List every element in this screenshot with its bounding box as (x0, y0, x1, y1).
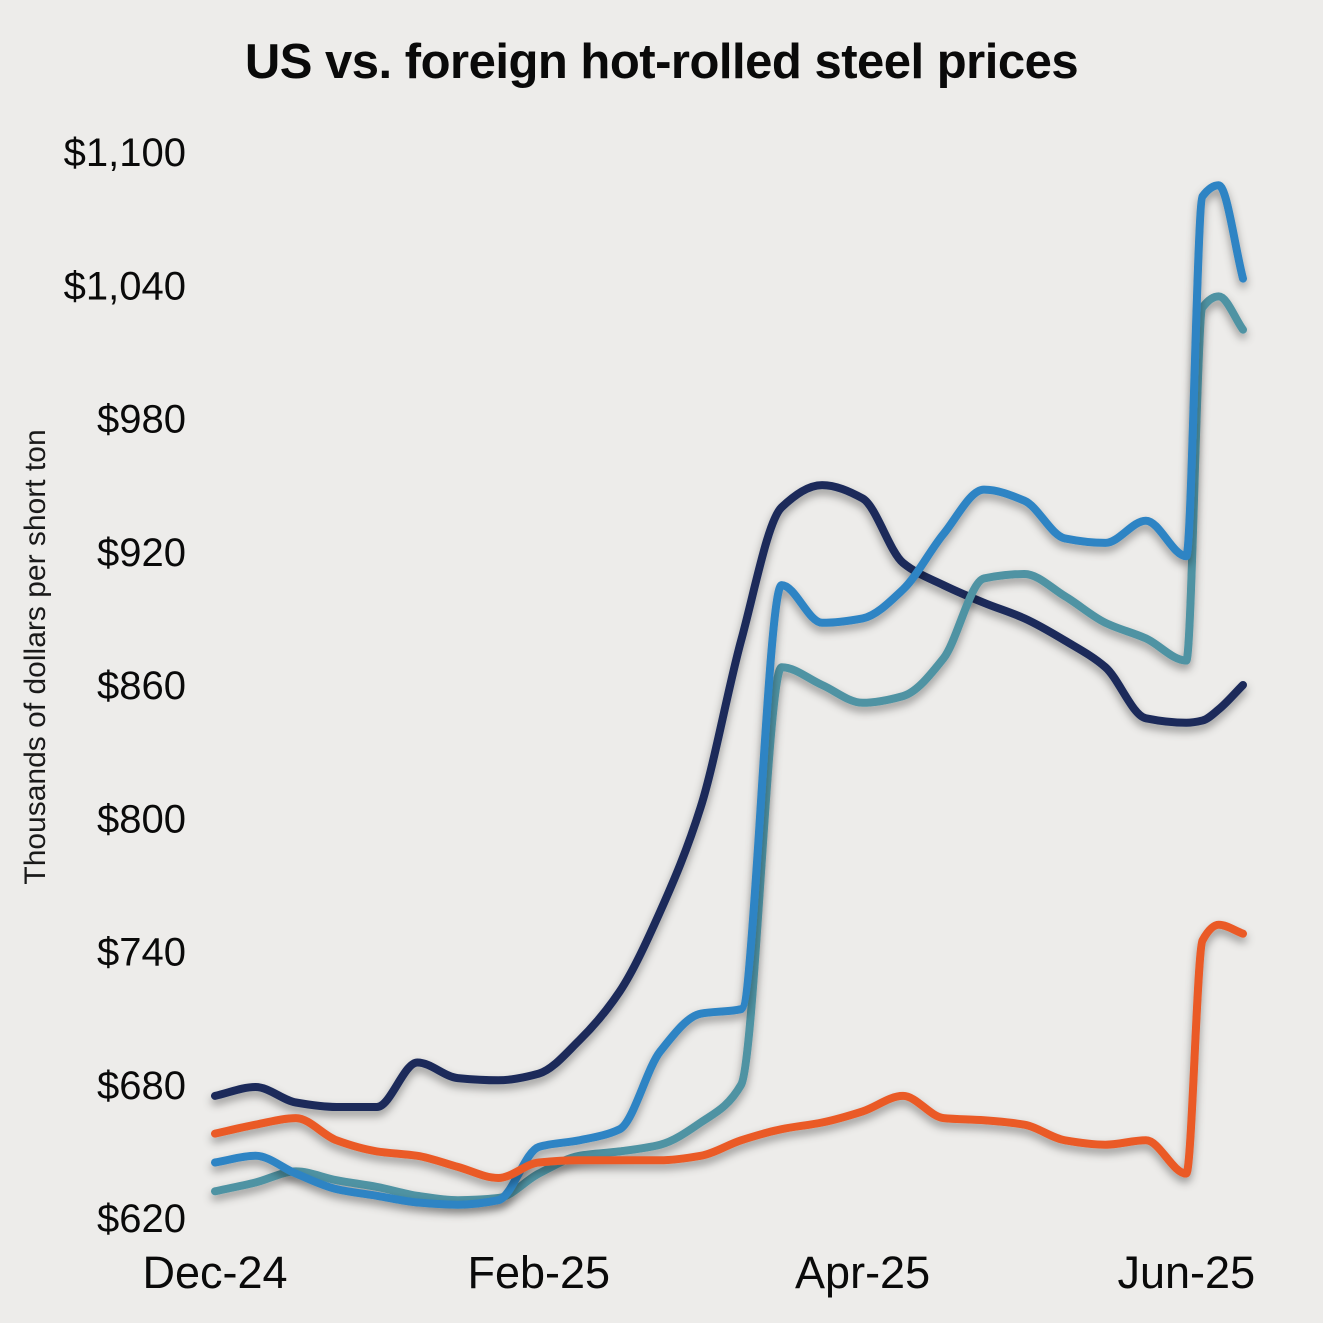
x-tick-label: Feb-25 (468, 1247, 611, 1298)
x-tick-label: Dec-24 (142, 1247, 287, 1298)
y-tick-label: $920 (97, 531, 186, 575)
y-tick-label: $620 (97, 1197, 186, 1241)
y-axis-title: Thousands of dollars per short ton (19, 429, 52, 885)
orange-line (211, 920, 1247, 1182)
navy-line (211, 481, 1247, 1112)
y-tick-label: $1,040 (64, 264, 186, 308)
y-tick-label: $980 (97, 398, 186, 442)
y-tick-label: $740 (97, 931, 186, 975)
y-tick-label: $1,100 (64, 131, 186, 175)
x-tick-label: Apr-25 (795, 1247, 930, 1298)
y-tick-label: $680 (97, 1064, 186, 1108)
chart-title: US vs. foreign hot-rolled steel prices (244, 35, 1079, 89)
x-tick-label: Jun-25 (1118, 1247, 1256, 1298)
y-tick-label: $800 (97, 797, 186, 841)
y-tick-label: $860 (97, 664, 186, 708)
teal-line (211, 292, 1247, 1205)
blue-line (211, 181, 1247, 1209)
